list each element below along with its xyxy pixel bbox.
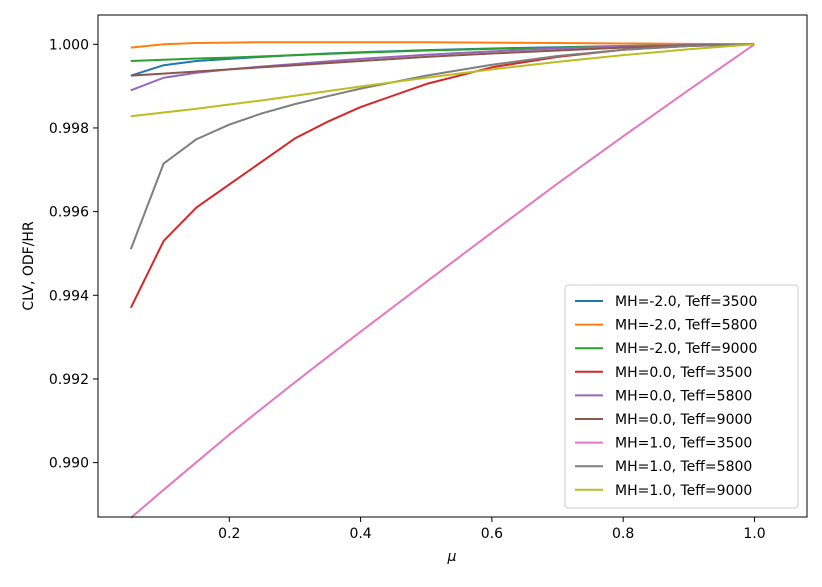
- x-tick-label: 1.0: [743, 526, 765, 542]
- legend-entry: MH=1.0, Teff=3500: [615, 436, 752, 452]
- legend-entry: MH=0.0, Teff=5800: [615, 388, 752, 404]
- x-tick-label: 0.6: [481, 526, 503, 542]
- legend: MH=-2.0, Teff=3500 MH=-2.0, Teff=5800 MH=-…: [564, 284, 799, 509]
- x-tick-label: 0.8: [612, 526, 634, 542]
- legend-entry: MH=-2.0, Teff=9000: [615, 341, 757, 357]
- y-tick-label: 0.996: [49, 205, 89, 221]
- plot-frame: [97, 14, 808, 518]
- y-tick-label: 1.000: [49, 37, 89, 53]
- y-tick-label: 0.990: [49, 456, 89, 472]
- y-axis-label: CLV, ODF/HR: [21, 221, 37, 311]
- x-axis: 0.2 0.4 0.6 0.8 1.0: [218, 517, 766, 542]
- legend-entry: MH=1.0, Teff=5800: [615, 459, 752, 475]
- legend-entry: MH=1.0, Teff=9000: [615, 483, 752, 499]
- legend-entry: MH=-2.0, Teff=3500: [615, 294, 757, 310]
- legend-box: [564, 284, 799, 509]
- series-line: [130, 43, 755, 118]
- series-line: [130, 43, 755, 92]
- legend-entry: MH=0.0, Teff=3500: [615, 365, 752, 381]
- y-tick-label: 0.998: [49, 121, 89, 137]
- series-line: [130, 41, 755, 49]
- x-tick-label: 0.2: [218, 526, 240, 542]
- series-line: [130, 43, 756, 519]
- x-tick-label: 0.4: [349, 526, 371, 542]
- x-axis-label: μ: [447, 549, 457, 565]
- legend-entry: MH=-2.0, Teff=5800: [615, 318, 757, 334]
- series-line: [130, 43, 755, 77]
- y-tick-label: 0.992: [49, 372, 89, 388]
- legend-entry: MH=0.0, Teff=9000: [615, 412, 752, 428]
- y-axis: 0.990 0.992 0.994 0.996 0.998 1.000: [49, 37, 98, 472]
- y-tick-label: 0.994: [49, 288, 89, 304]
- series-line: [129, 43, 755, 250]
- plot-lines: [129, 41, 756, 519]
